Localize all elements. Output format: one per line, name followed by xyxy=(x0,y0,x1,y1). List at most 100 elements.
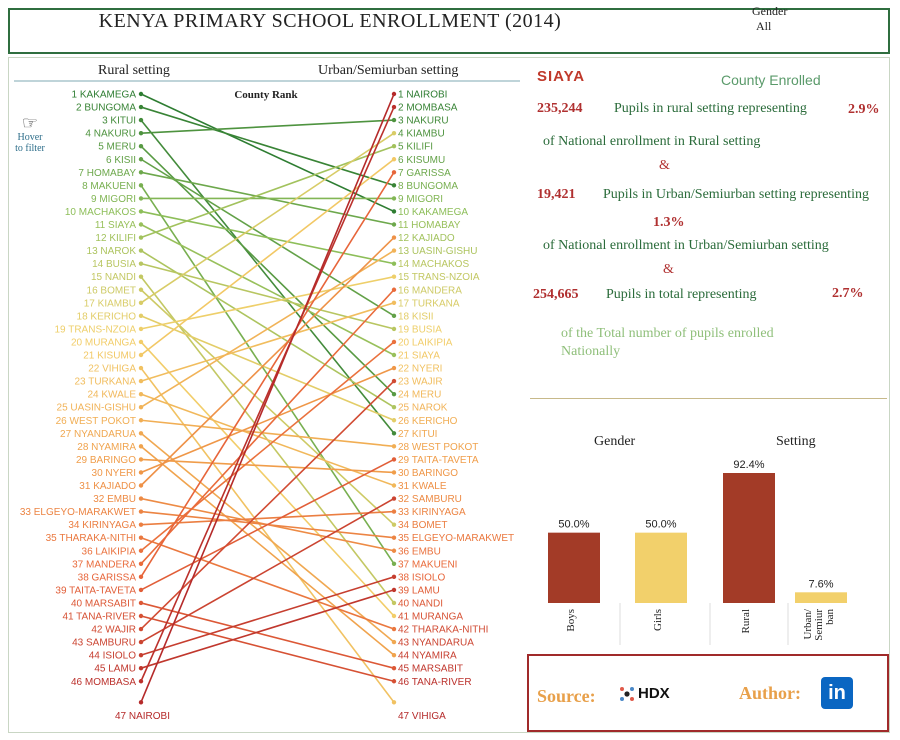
slope-line-mombasa[interactable] xyxy=(140,106,395,682)
rural-dot-uasin-gishu[interactable] xyxy=(138,405,144,410)
urban-rank-label[interactable]: 43 NYANDARUA xyxy=(398,638,474,649)
rural-dot-nyeri[interactable] xyxy=(138,470,144,475)
rural-rank-label[interactable]: 20 MURANGA xyxy=(71,337,136,348)
rural-dot-nyandarua[interactable] xyxy=(138,431,144,436)
urban-dot-nyandarua[interactable] xyxy=(391,639,397,645)
slope-line-west pokot[interactable] xyxy=(140,419,395,448)
urban-rank-label[interactable]: 16 MANDERA xyxy=(398,285,462,296)
rural-rank-label[interactable]: 22 VIHIGA xyxy=(88,364,136,375)
bar-1[interactable] xyxy=(635,532,687,603)
rural-dot-marsabit[interactable] xyxy=(138,600,144,606)
urban-rank-label[interactable]: 37 MAKUENI xyxy=(398,559,457,570)
slope-line-lamu[interactable] xyxy=(140,589,395,669)
slope-line-kirinyaga[interactable] xyxy=(140,510,395,526)
urban-rank-label[interactable]: 38 ISIOLO xyxy=(398,572,445,583)
slope-line-nakuru[interactable] xyxy=(140,119,395,134)
urban-rank-label[interactable]: 1 NAIROBI xyxy=(398,90,447,101)
urban-rank-label[interactable]: 47 VIHIGA xyxy=(398,711,446,722)
rural-dot-turkana[interactable] xyxy=(138,378,144,384)
urban-rank-label[interactable]: 42 THARAKA-NITHI xyxy=(398,625,488,636)
rural-dot-kajiado[interactable] xyxy=(138,483,144,488)
urban-dot-laikipia[interactable] xyxy=(391,339,397,345)
urban-rank-label[interactable]: 10 KAKAMEGA xyxy=(398,207,468,218)
rural-rank-label[interactable]: 6 KISII xyxy=(106,155,136,166)
rural-rank-label[interactable]: 12 KILIFI xyxy=(95,233,136,244)
urban-dot-bungoma[interactable] xyxy=(391,183,397,188)
urban-dot-muranga[interactable] xyxy=(391,613,397,619)
rural-dot-muranga[interactable] xyxy=(138,339,144,345)
rural-dot-kisii[interactable] xyxy=(138,157,144,162)
rural-dot-bungoma[interactable] xyxy=(138,104,144,110)
rural-rank-label[interactable]: 10 MACHAKOS xyxy=(65,207,136,218)
urban-dot-isiolo[interactable] xyxy=(391,574,397,580)
urban-dot-kajiado[interactable] xyxy=(391,235,397,240)
urban-dot-machakos[interactable] xyxy=(391,261,397,266)
rural-dot-wajir[interactable] xyxy=(138,626,144,632)
urban-dot-kisii[interactable] xyxy=(391,313,397,319)
rural-rank-label[interactable]: 29 BARINGO xyxy=(76,455,136,466)
urban-rank-label[interactable]: 26 KERICHO xyxy=(398,416,458,427)
urban-rank-label[interactable]: 31 KWALE xyxy=(398,481,447,492)
urban-rank-label[interactable]: 35 ELGEYO-MARAKWET xyxy=(398,533,514,544)
rural-rank-label[interactable]: 26 WEST POKOT xyxy=(56,416,136,427)
rural-rank-label[interactable]: 47 NAIROBI xyxy=(115,711,170,722)
rural-rank-label[interactable]: 35 THARAKA-NITHI xyxy=(46,533,136,544)
rural-rank-label[interactable]: 2 BUNGOMA xyxy=(76,103,136,114)
rural-rank-label[interactable]: 24 KWALE xyxy=(87,390,136,401)
rural-dot-kilifi[interactable] xyxy=(138,235,144,240)
slope-line-baringo[interactable] xyxy=(140,458,395,474)
urban-rank-label[interactable]: 41 MURANGA xyxy=(398,612,463,623)
rural-rank-label[interactable]: 36 LAIKIPIA xyxy=(82,546,137,557)
rural-rank-label[interactable]: 32 EMBU xyxy=(93,494,136,505)
urban-dot-kilifi[interactable] xyxy=(391,144,397,149)
rural-dot-migori[interactable] xyxy=(138,196,144,201)
urban-dot-meru[interactable] xyxy=(391,391,397,397)
rural-rank-label[interactable]: 7 HOMABAY xyxy=(78,168,136,179)
rural-dot-tana-river[interactable] xyxy=(138,613,144,619)
urban-dot-narok[interactable] xyxy=(391,405,397,410)
urban-rank-label[interactable]: 36 EMBU xyxy=(398,546,441,557)
slope-line-vihiga[interactable] xyxy=(140,367,395,703)
bar-charts[interactable]: 50.0% Boys 50.0% Girls 92.4% Rural 7.6% Urban/S… xyxy=(530,455,890,650)
rural-rank-label[interactable]: 18 KERICHO xyxy=(77,311,137,322)
rural-dot-nandi[interactable] xyxy=(138,274,144,279)
rural-rank-label[interactable]: 37 MANDERA xyxy=(72,559,136,570)
slope-line-tana-river[interactable] xyxy=(140,615,395,683)
urban-rank-label[interactable]: 45 MARSABIT xyxy=(398,664,463,675)
urban-dot-turkana[interactable] xyxy=(391,300,397,305)
rural-rank-label[interactable]: 16 BOMET xyxy=(87,285,136,296)
urban-rank-label[interactable]: 9 MIGORI xyxy=(398,194,443,205)
rural-dot-busia[interactable] xyxy=(138,261,144,266)
slope-line-kajiado[interactable] xyxy=(140,236,395,487)
rural-dot-lamu[interactable] xyxy=(138,666,144,671)
rural-rank-label[interactable]: 43 SAMBURU xyxy=(72,638,136,649)
urban-dot-vihiga[interactable] xyxy=(391,700,397,705)
slope-line-nyamira[interactable] xyxy=(140,445,395,656)
urban-rank-label[interactable]: 39 LAMU xyxy=(398,585,440,596)
rural-rank-label[interactable]: 21 KISUMU xyxy=(83,351,136,362)
urban-rank-label[interactable]: 33 KIRINYAGA xyxy=(398,507,466,518)
rural-dot-kitui[interactable] xyxy=(138,117,144,123)
slope-line-marsabit[interactable] xyxy=(140,602,395,669)
rural-rank-label[interactable]: 17 KIAMBU xyxy=(84,298,136,309)
rural-dot-trans-nzoia[interactable] xyxy=(138,326,144,332)
rural-dot-tharaka-nithi[interactable] xyxy=(138,535,144,540)
slope-line-kiambu[interactable] xyxy=(140,132,395,304)
slope-line-nyandarua[interactable] xyxy=(140,432,395,643)
rural-dot-kiambu[interactable] xyxy=(138,300,144,305)
rural-dot-kakamega[interactable] xyxy=(138,91,144,97)
slope-line-taita-taveta[interactable] xyxy=(140,458,395,591)
slope-line-uasin-gishu[interactable] xyxy=(140,249,395,408)
urban-dot-elgeyo-marakwet[interactable] xyxy=(391,535,397,540)
slope-line-nyeri[interactable] xyxy=(140,367,395,474)
urban-rank-label[interactable]: 27 KITUI xyxy=(398,429,437,440)
slope-line-bungoma[interactable] xyxy=(140,106,395,187)
urban-dot-trans-nzoia[interactable] xyxy=(391,274,397,279)
slope-line-garissa[interactable] xyxy=(140,171,395,578)
rural-rank-label[interactable]: 34 KIRINYAGA xyxy=(68,520,136,531)
urban-rank-label[interactable]: 14 MACHAKOS xyxy=(398,259,469,270)
urban-rank-label[interactable]: 15 TRANS-NZOIA xyxy=(398,272,480,283)
rural-dot-garissa[interactable] xyxy=(138,574,144,580)
urban-dot-kiambu[interactable] xyxy=(391,130,397,136)
rural-rank-label[interactable]: 39 TAITA-TAVETA xyxy=(55,585,136,596)
